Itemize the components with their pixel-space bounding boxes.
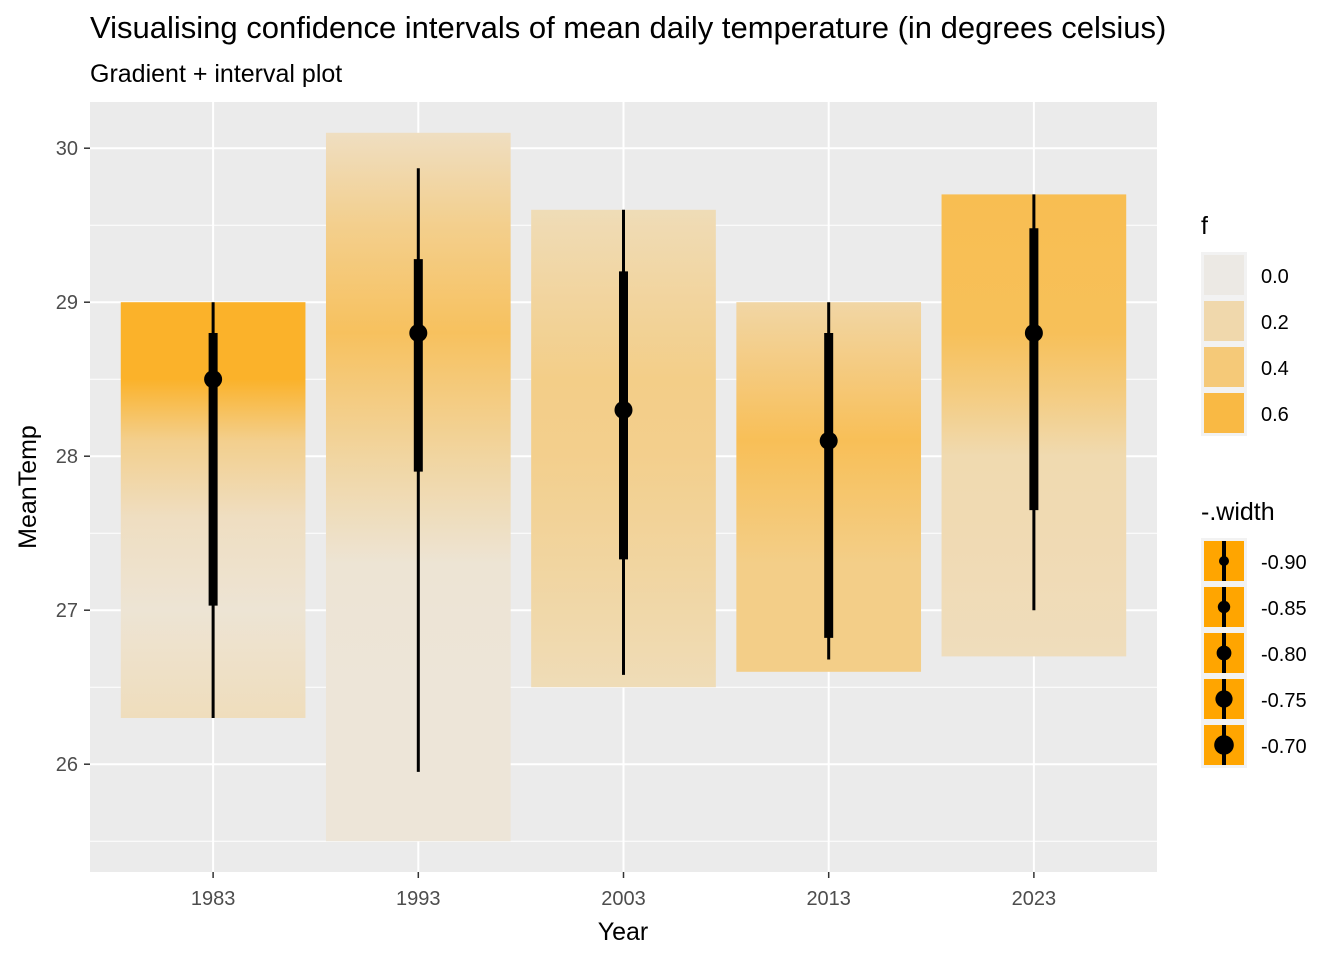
legend-f: f 0.0 0.2 0.4 0.6 <box>1201 212 1289 436</box>
x-axis-title: Year <box>598 918 649 946</box>
y-tick-label: 30 <box>56 138 78 160</box>
legend-f-key <box>1204 393 1244 433</box>
legend-width-point <box>1215 690 1233 708</box>
x-tick-label: 2003 <box>601 888 646 910</box>
legend-f-label: 0.0 <box>1261 266 1289 288</box>
legend-f-key <box>1204 347 1244 387</box>
x-axis: 1983 1993 2003 2013 2023 <box>191 872 1056 910</box>
x-tick-label: 1983 <box>191 888 236 910</box>
chart-subtitle: Gradient + interval plot <box>90 60 343 88</box>
legend-f-key <box>1204 301 1244 341</box>
y-tick-label: 29 <box>56 292 78 314</box>
legend-width-label: -0.70 <box>1261 736 1307 758</box>
y-axis: 26 27 28 29 30 <box>56 138 90 776</box>
mean-point-2003 <box>614 401 633 419</box>
legend-width-label: -0.80 <box>1261 644 1307 666</box>
y-tick-label: 27 <box>56 600 78 622</box>
legend-f-title: f <box>1201 212 1208 240</box>
y-axis-title: MeanTemp <box>14 425 42 549</box>
y-tick-label: 26 <box>56 754 78 776</box>
legend-width-point <box>1214 735 1234 755</box>
legend-width: -.width -0.90 -0.85 -0.80 -0.75 -0.70 <box>1201 498 1307 768</box>
mean-point-2013 <box>819 431 838 450</box>
mean-point-1983 <box>204 370 223 389</box>
legend-width-point <box>1216 645 1232 661</box>
mean-point-2023 <box>1024 324 1043 342</box>
chart-title: Visualising confidence intervals of mean… <box>90 10 1167 45</box>
legend-f-label: 0.4 <box>1261 358 1289 380</box>
legend-width-label: -0.90 <box>1261 552 1307 574</box>
legend-width-title: -.width <box>1201 498 1275 526</box>
legend-width-point <box>1219 556 1229 566</box>
legend-width-label: -0.85 <box>1261 598 1307 620</box>
legend-f-key <box>1204 255 1244 295</box>
mean-point-1993 <box>409 324 428 342</box>
y-tick-label: 28 <box>56 446 78 468</box>
x-tick-label: 2023 <box>1012 888 1057 910</box>
legend-f-label: 0.2 <box>1261 312 1289 334</box>
mean-points <box>204 324 1043 450</box>
legend-width-label: -0.75 <box>1261 690 1307 712</box>
legend-width-point <box>1217 600 1231 614</box>
x-tick-label: 2013 <box>806 888 851 910</box>
x-tick-label: 1993 <box>396 888 441 910</box>
legend-f-label: 0.6 <box>1261 404 1289 426</box>
